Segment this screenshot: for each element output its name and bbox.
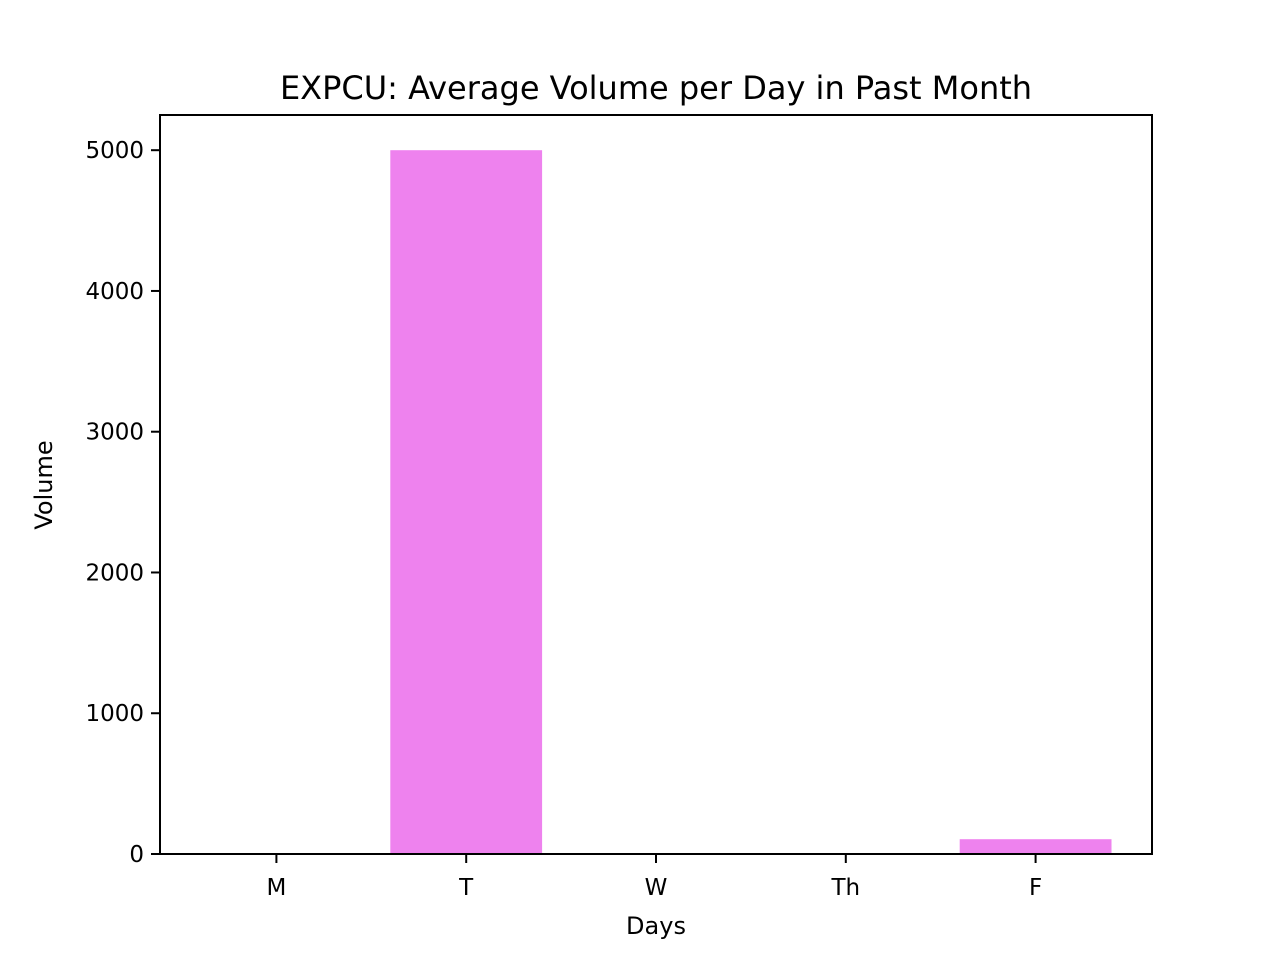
x-ticks-group: M T W Th F <box>266 854 1042 901</box>
y-ticks-group: 0 1000 2000 3000 4000 5000 <box>85 138 160 868</box>
chart-title: EXPCU: Average Volume per Day in Past Mo… <box>280 69 1032 107</box>
y-tick-label: 5000 <box>85 138 144 164</box>
y-tick-label: 1000 <box>85 701 144 727</box>
bars-group <box>390 150 1112 854</box>
x-tick-label: Th <box>830 875 860 901</box>
x-tick-label: M <box>266 875 286 901</box>
y-tick-label: 4000 <box>85 279 144 305</box>
x-axis-label: Days <box>626 912 686 940</box>
y-tick-label: 0 <box>129 842 144 868</box>
x-tick-label: F <box>1029 875 1042 901</box>
plot-frame <box>159 114 1153 855</box>
y-tick-label: 3000 <box>85 420 144 446</box>
bar-f <box>959 839 1112 854</box>
y-tick-label: 2000 <box>85 560 144 586</box>
y-axis-label: Volume <box>30 440 58 529</box>
x-tick-label: W <box>645 875 668 901</box>
x-tick-label: T <box>458 875 474 901</box>
bar-t <box>390 150 543 854</box>
